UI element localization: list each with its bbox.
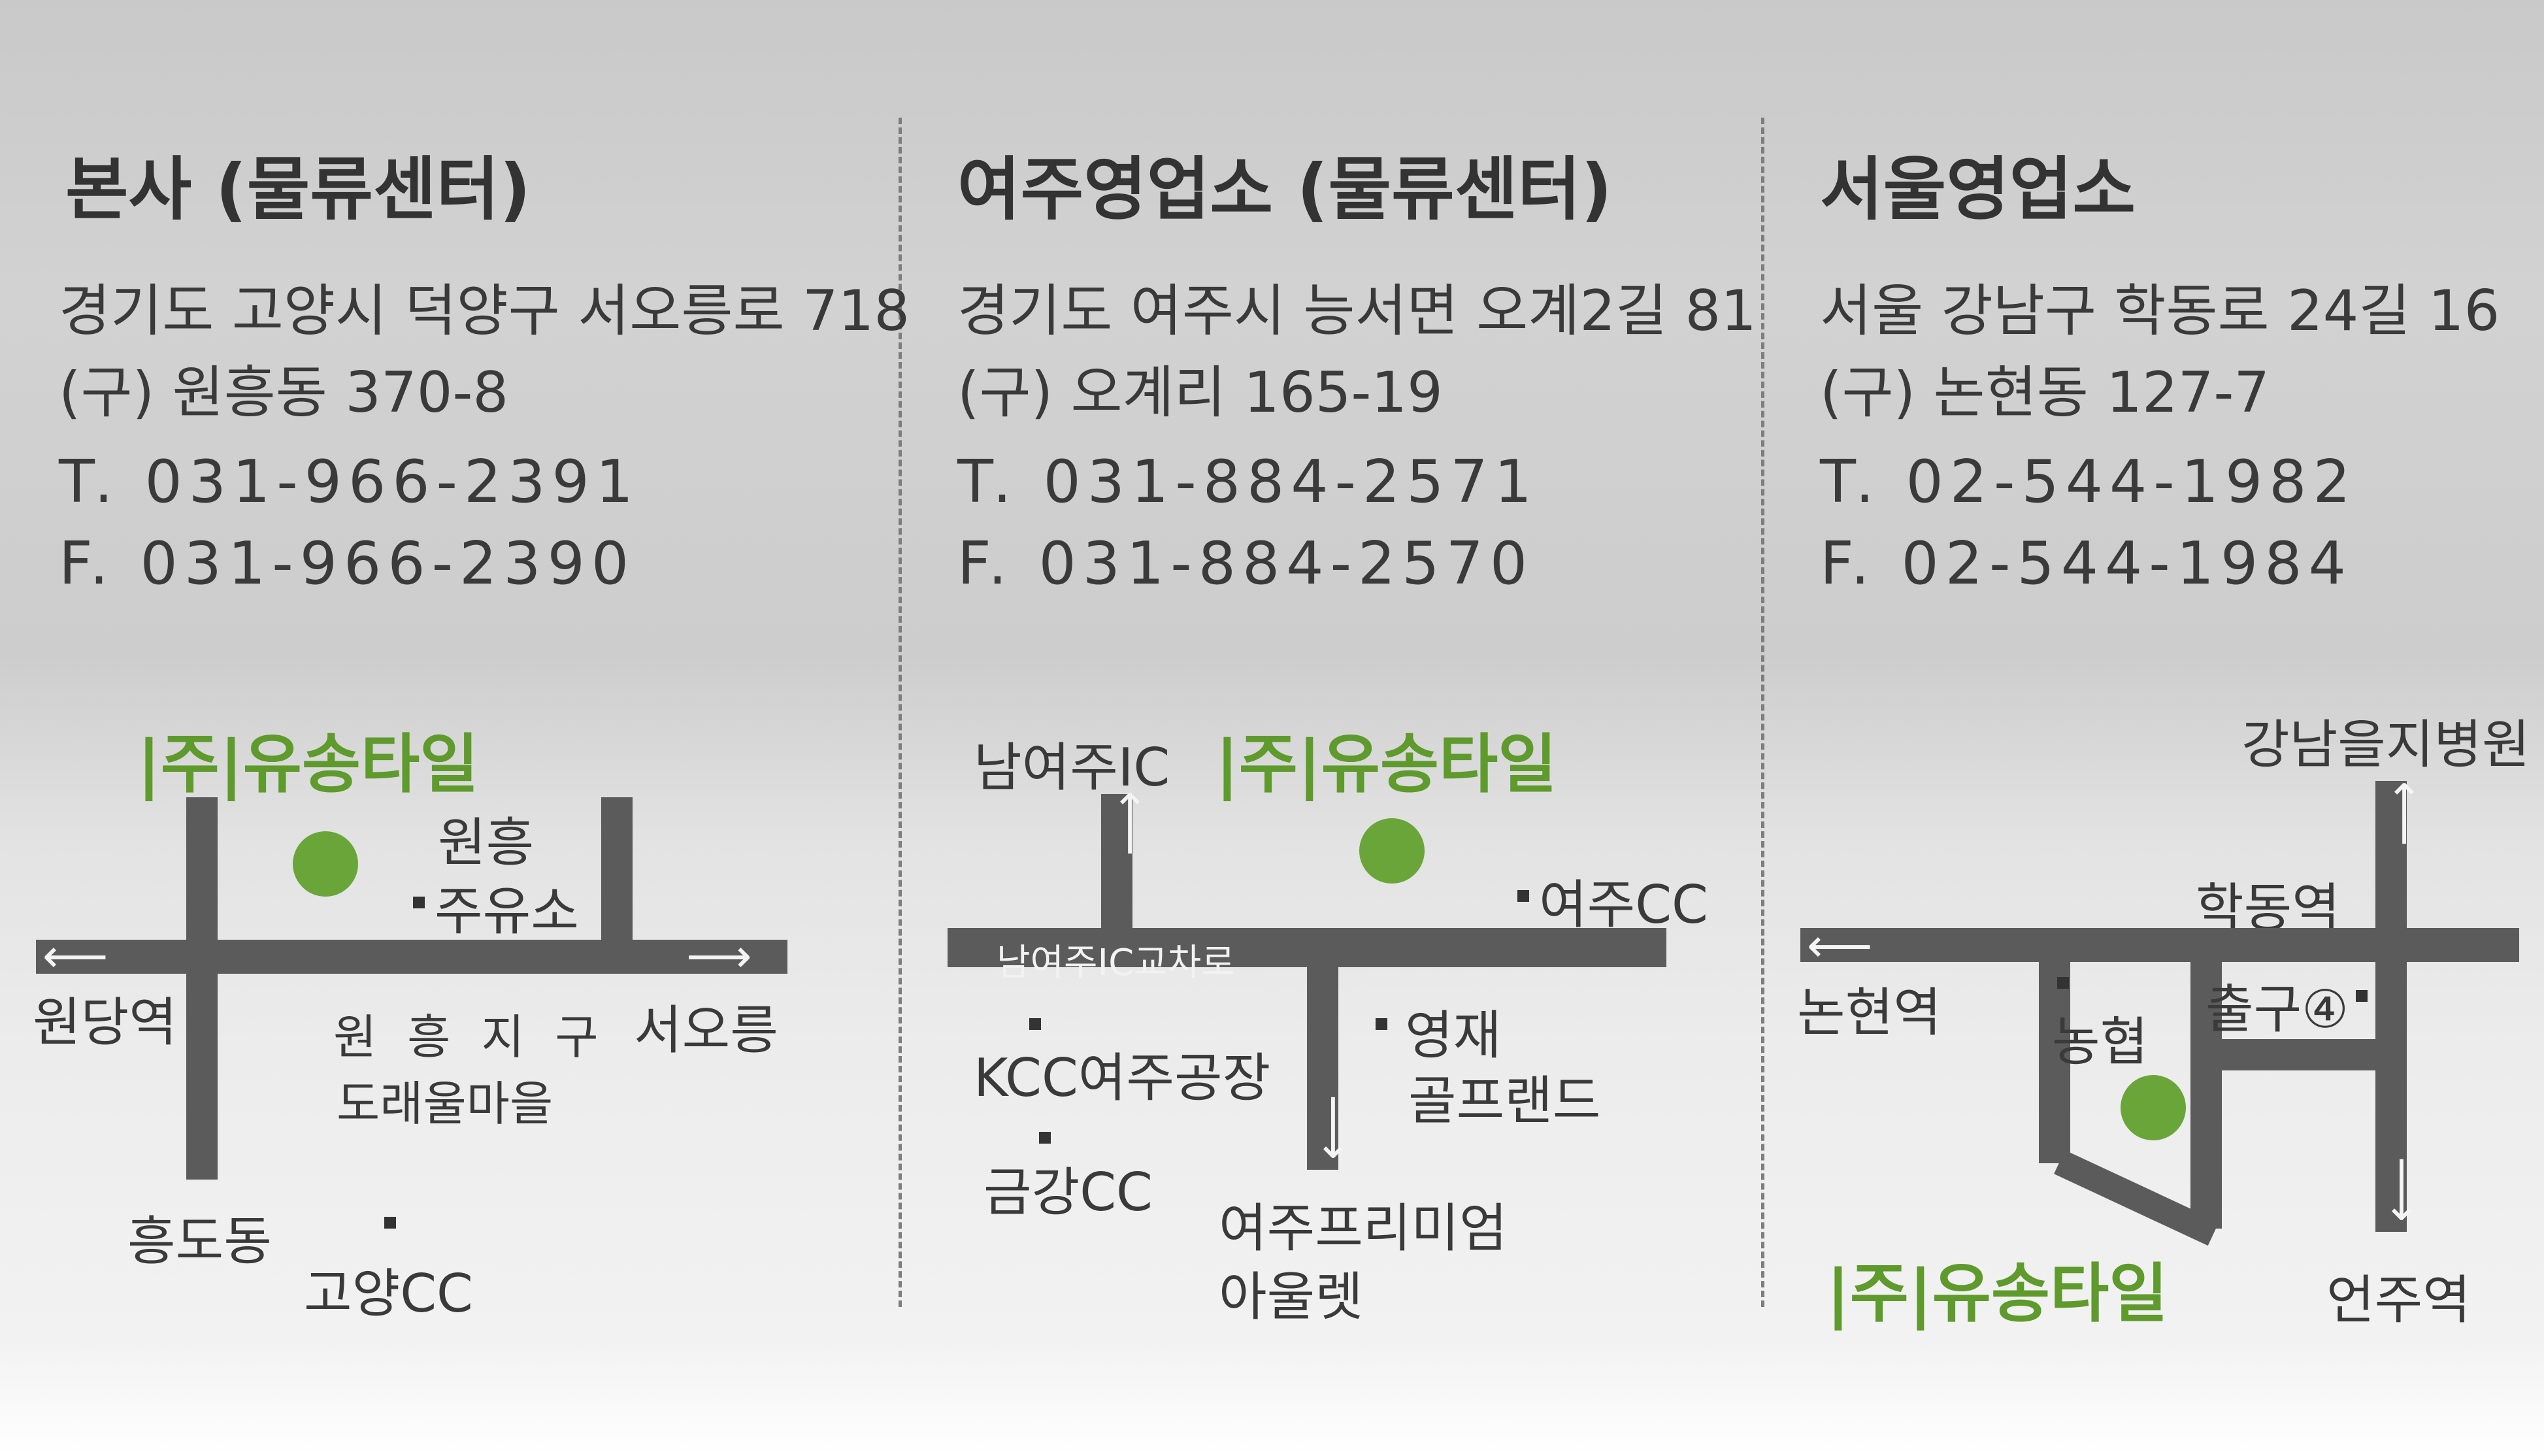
map-label: KCC여주공장	[974, 1048, 1271, 1108]
map-label: 출구④	[2205, 979, 2349, 1040]
location-marker	[293, 831, 358, 897]
company-logo-text: |주|유송타일	[137, 727, 479, 802]
map-label: 골프랜드	[1408, 1070, 1601, 1131]
map-road	[1101, 794, 1132, 951]
column-divider	[1761, 118, 1764, 1307]
company-logo-text: |주|유송타일	[1826, 1257, 2168, 1331]
arrow-up-icon: ⟶	[2376, 780, 2430, 847]
office-old-address: (구) 오계리 165-19	[957, 360, 1443, 425]
poi-bullet	[1039, 1132, 1051, 1144]
map-label: 원 흥 지 구	[333, 1010, 606, 1065]
map-label: 원흥	[438, 812, 535, 873]
office-old-address: (구) 원흥동 370-8	[59, 360, 509, 425]
map-label: 여주CC	[1539, 874, 1708, 935]
location-map: 강남을지병원 ⟶ ⟶ 학동역 ⟵ 논현역 농협 출구④ |주|유송타일 언주역	[1764, 654, 2544, 1456]
map-label: 남여주IC	[974, 737, 1170, 798]
arrow-left-icon: ⟵	[42, 929, 108, 983]
office-yeoju: 여주영업소 (물류센터) 경기도 여주시 능서면 오계2길 81 (구) 오계리…	[902, 0, 1757, 1456]
map-label: 아울렛	[1219, 1266, 1363, 1327]
map-label: 언주역	[2326, 1270, 2471, 1331]
location-map: 남여주IC |주|유송타일 ⟶ 남여주IC교차로 ⟶ 여주CC KCC여주공장 …	[902, 654, 1751, 1456]
poi-bullet	[1029, 1018, 1041, 1030]
arrow-left-icon: ⟵	[1807, 919, 1873, 972]
office-tel: T. 02-544-1982	[1820, 448, 2357, 516]
column-divider	[899, 118, 902, 1307]
map-road	[2039, 954, 2070, 1163]
office-fax: F. 02-544-1984	[1820, 529, 2353, 598]
poi-bullet	[1376, 1018, 1387, 1030]
map-road	[2190, 1039, 2400, 1070]
office-fax: F. 031-884-2570	[957, 529, 1534, 598]
office-title: 여주영업소 (물류센터)	[957, 150, 1612, 229]
map-label: 주유소	[435, 881, 579, 942]
location-marker	[2121, 1075, 2186, 1140]
office-tel: T. 031-966-2391	[59, 448, 640, 516]
poi-bullet	[1517, 890, 1529, 902]
map-label: 도래울마을	[337, 1076, 553, 1131]
office-seoul: 서울영업소 서울 강남구 학동로 24길 16 (구) 논현동 127-7 T.…	[1764, 0, 2544, 1456]
office-tel: T. 031-884-2571	[957, 448, 1539, 516]
map-label: 영재	[1405, 1005, 1502, 1066]
map-label: 금강CC	[983, 1162, 1153, 1223]
map-label: 서오릉	[634, 1000, 778, 1061]
location-marker	[1359, 818, 1425, 884]
poi-bullet	[413, 897, 425, 908]
office-address: 서울 강남구 학동로 24길 16	[1820, 278, 2500, 344]
road-label: 남여주IC교차로	[997, 942, 1235, 984]
map-label: 고양CC	[304, 1263, 473, 1324]
company-logo-text: |주|유송타일	[1215, 727, 1557, 802]
map-label: 강남을지병원	[2241, 714, 2530, 775]
map-road	[1307, 954, 1338, 1170]
office-address: 경기도 고양시 덕양구 서오릉로 718	[59, 278, 910, 344]
poi-bullet	[384, 1217, 396, 1229]
office-head: 본사 (물류센터) 경기도 고양시 덕양구 서오릉로 718 (구) 원흥동 3…	[0, 0, 910, 1456]
office-fax: F. 031-966-2390	[59, 529, 636, 598]
map-label: 흥도동	[127, 1211, 272, 1272]
arrow-down-icon: ⟶	[1308, 1094, 1362, 1161]
map-road	[601, 797, 633, 941]
map-label: 논현역	[1797, 982, 1941, 1043]
map-label: 여주프리미엄	[1219, 1198, 1508, 1259]
arrow-right-icon: ⟶	[686, 929, 752, 983]
location-map: |주|유송타일 ⟵ ⟶ 원흥 주유소 원당역 서오릉 원 흥 지 구 도래울마을…	[0, 654, 850, 1456]
office-title: 본사 (물류센터)	[65, 150, 531, 229]
office-old-address: (구) 논현동 127-7	[1820, 360, 2270, 425]
arrow-down-icon: ⟶	[2376, 1156, 2430, 1223]
poi-bullet	[2356, 990, 2368, 1002]
office-address: 경기도 여주시 능서면 오계2길 81	[957, 278, 1757, 344]
map-road	[2375, 781, 2407, 1232]
map-label: 원당역	[33, 992, 177, 1053]
map-road	[2190, 954, 2222, 1229]
map-label: 농협	[2052, 1012, 2149, 1072]
poi-bullet	[2057, 977, 2069, 989]
office-title: 서울영업소	[1820, 150, 2136, 229]
map-road	[36, 940, 787, 974]
arrow-up-icon: ⟶	[1102, 790, 1156, 857]
map-road	[186, 797, 218, 1180]
map-road	[1800, 928, 2519, 962]
